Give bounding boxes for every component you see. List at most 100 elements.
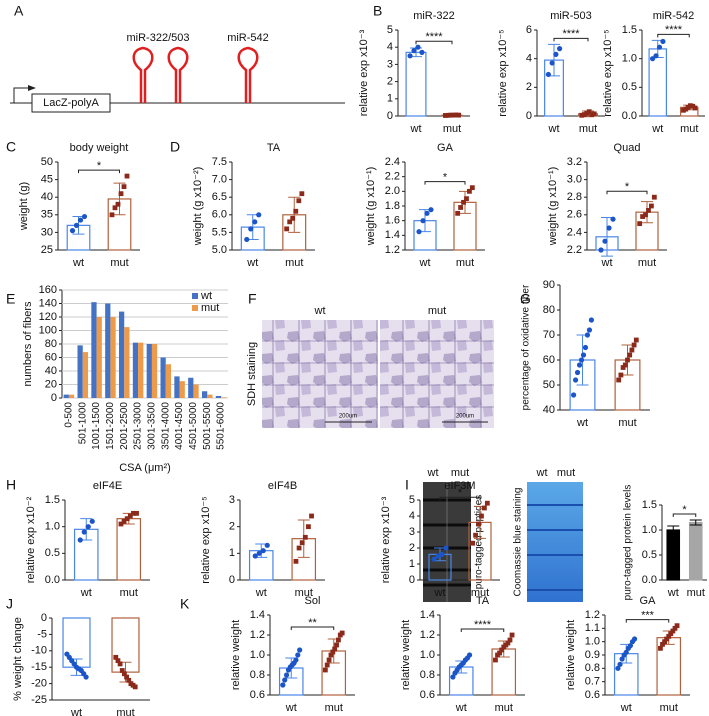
y-tick-label: 5	[387, 24, 393, 36]
x-tick-label: wt	[285, 702, 297, 714]
data-point	[674, 623, 680, 629]
x-tick-label: 4501-5000	[188, 402, 199, 450]
x-tick-label: mut	[638, 257, 656, 269]
data-point	[470, 540, 476, 546]
data-point	[631, 342, 637, 348]
y-tick-label: -25	[31, 694, 47, 706]
data-point	[653, 53, 659, 59]
data-point	[293, 208, 299, 214]
cluster-label: miR-542	[227, 32, 269, 44]
y-tick-label: 5.5	[212, 226, 227, 238]
y-tick-label: 1	[387, 93, 393, 105]
y-axis-label: percentage of oxidative fiber	[521, 284, 532, 410]
x-tick-label: wt	[576, 417, 588, 429]
y-tick-label: 1.4	[385, 229, 400, 241]
y-tick-label: -15	[31, 661, 47, 673]
data-point	[549, 60, 555, 66]
x-tick-label: mut	[660, 702, 678, 714]
y-axis-label: puro-tagged protein levels	[623, 485, 634, 601]
y-tick-label: 1	[409, 558, 415, 570]
data-point	[610, 216, 616, 222]
bar	[188, 377, 194, 398]
data-point	[660, 38, 666, 45]
y-tick-label: 1.2	[420, 629, 435, 641]
y-tick-label: 1.2	[250, 629, 265, 641]
x-tick-label: mut	[680, 123, 698, 135]
image-label: puro-tagged peptides	[474, 495, 485, 590]
y-axis-label: relative exp x10⁻²	[25, 496, 37, 583]
data-point	[69, 228, 76, 234]
chart-title: GA	[640, 595, 657, 607]
legend-swatch	[192, 305, 198, 311]
histology-image: 200um 200um wt mut SDH staining	[246, 305, 494, 428]
data-point	[299, 191, 305, 197]
y-axis-label: relative weight	[230, 620, 242, 690]
data-point	[260, 548, 266, 554]
chart-title: miR-542	[653, 10, 695, 22]
data-point	[581, 112, 587, 117]
x-tick-label: mut	[495, 702, 513, 714]
data-point	[507, 637, 513, 643]
bar	[96, 317, 102, 398]
x-tick-label: wt	[255, 587, 267, 599]
y-tick-label: 0.5	[642, 549, 657, 561]
data-point	[557, 46, 563, 52]
bar	[138, 342, 144, 398]
y-tick-label: 0.8	[250, 669, 265, 681]
bar	[124, 327, 130, 398]
data-point	[578, 357, 585, 363]
image-label: Coomassie blue staining	[513, 488, 524, 597]
bar	[151, 344, 158, 398]
bar	[193, 384, 199, 398]
data-point	[334, 642, 339, 648]
data-point	[295, 652, 301, 658]
data-point	[586, 327, 593, 333]
data-point	[302, 534, 308, 540]
significance-bracket	[672, 513, 697, 517]
legend-swatch	[192, 293, 198, 299]
x-tick-label: wt	[72, 257, 84, 269]
significance-label: *	[682, 504, 687, 516]
data-point	[467, 188, 472, 194]
y-tick-label: 0.0	[642, 574, 657, 586]
y-axis-label: relative exp x10⁻³	[358, 29, 370, 116]
data-point	[637, 221, 643, 226]
data-point	[126, 677, 132, 683]
y-tick-label: 0	[229, 574, 235, 586]
lane-label: mut	[557, 467, 575, 479]
data-point	[415, 44, 421, 50]
error-bar	[288, 196, 301, 233]
x-tick-label: mut	[579, 123, 597, 135]
data-point	[124, 674, 129, 680]
data-point	[672, 625, 678, 631]
significance-label: ****	[474, 619, 492, 631]
x-tick-label: 2501-3000	[133, 402, 144, 450]
image-label: SDH staining	[246, 342, 258, 406]
panel-label: F	[248, 291, 257, 307]
data-point	[124, 516, 130, 522]
data-point	[448, 112, 454, 118]
data-point	[293, 558, 299, 564]
data-point	[455, 210, 461, 216]
x-tick-label: mut	[471, 587, 489, 599]
y-tick-label: 40	[41, 191, 53, 203]
significance-bracket	[424, 181, 466, 185]
panel-label: B	[373, 3, 382, 19]
y-tick-label: 2	[387, 76, 393, 88]
bar	[201, 391, 208, 398]
y-tick-label: 0.9	[585, 649, 600, 661]
scale-bar-label: 200um	[456, 414, 474, 420]
data-point	[493, 657, 498, 663]
significance-bracket	[657, 33, 690, 38]
data-point	[582, 344, 589, 351]
x-tick-label: 501-1000	[77, 402, 88, 445]
data-point	[574, 369, 581, 376]
chart-title: body weight	[70, 142, 129, 154]
y-tick-label: 0	[41, 612, 47, 624]
data-point	[121, 518, 127, 524]
data-point	[290, 215, 296, 221]
y-axis-label: weight (g x10⁻¹)	[365, 167, 377, 247]
data-point	[643, 212, 648, 218]
data-point	[633, 337, 639, 343]
panel-label: C	[6, 139, 16, 155]
